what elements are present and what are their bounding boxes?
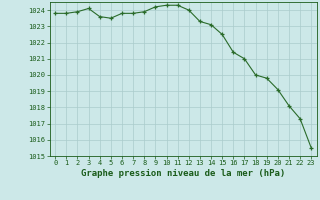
X-axis label: Graphe pression niveau de la mer (hPa): Graphe pression niveau de la mer (hPa) xyxy=(81,169,285,178)
